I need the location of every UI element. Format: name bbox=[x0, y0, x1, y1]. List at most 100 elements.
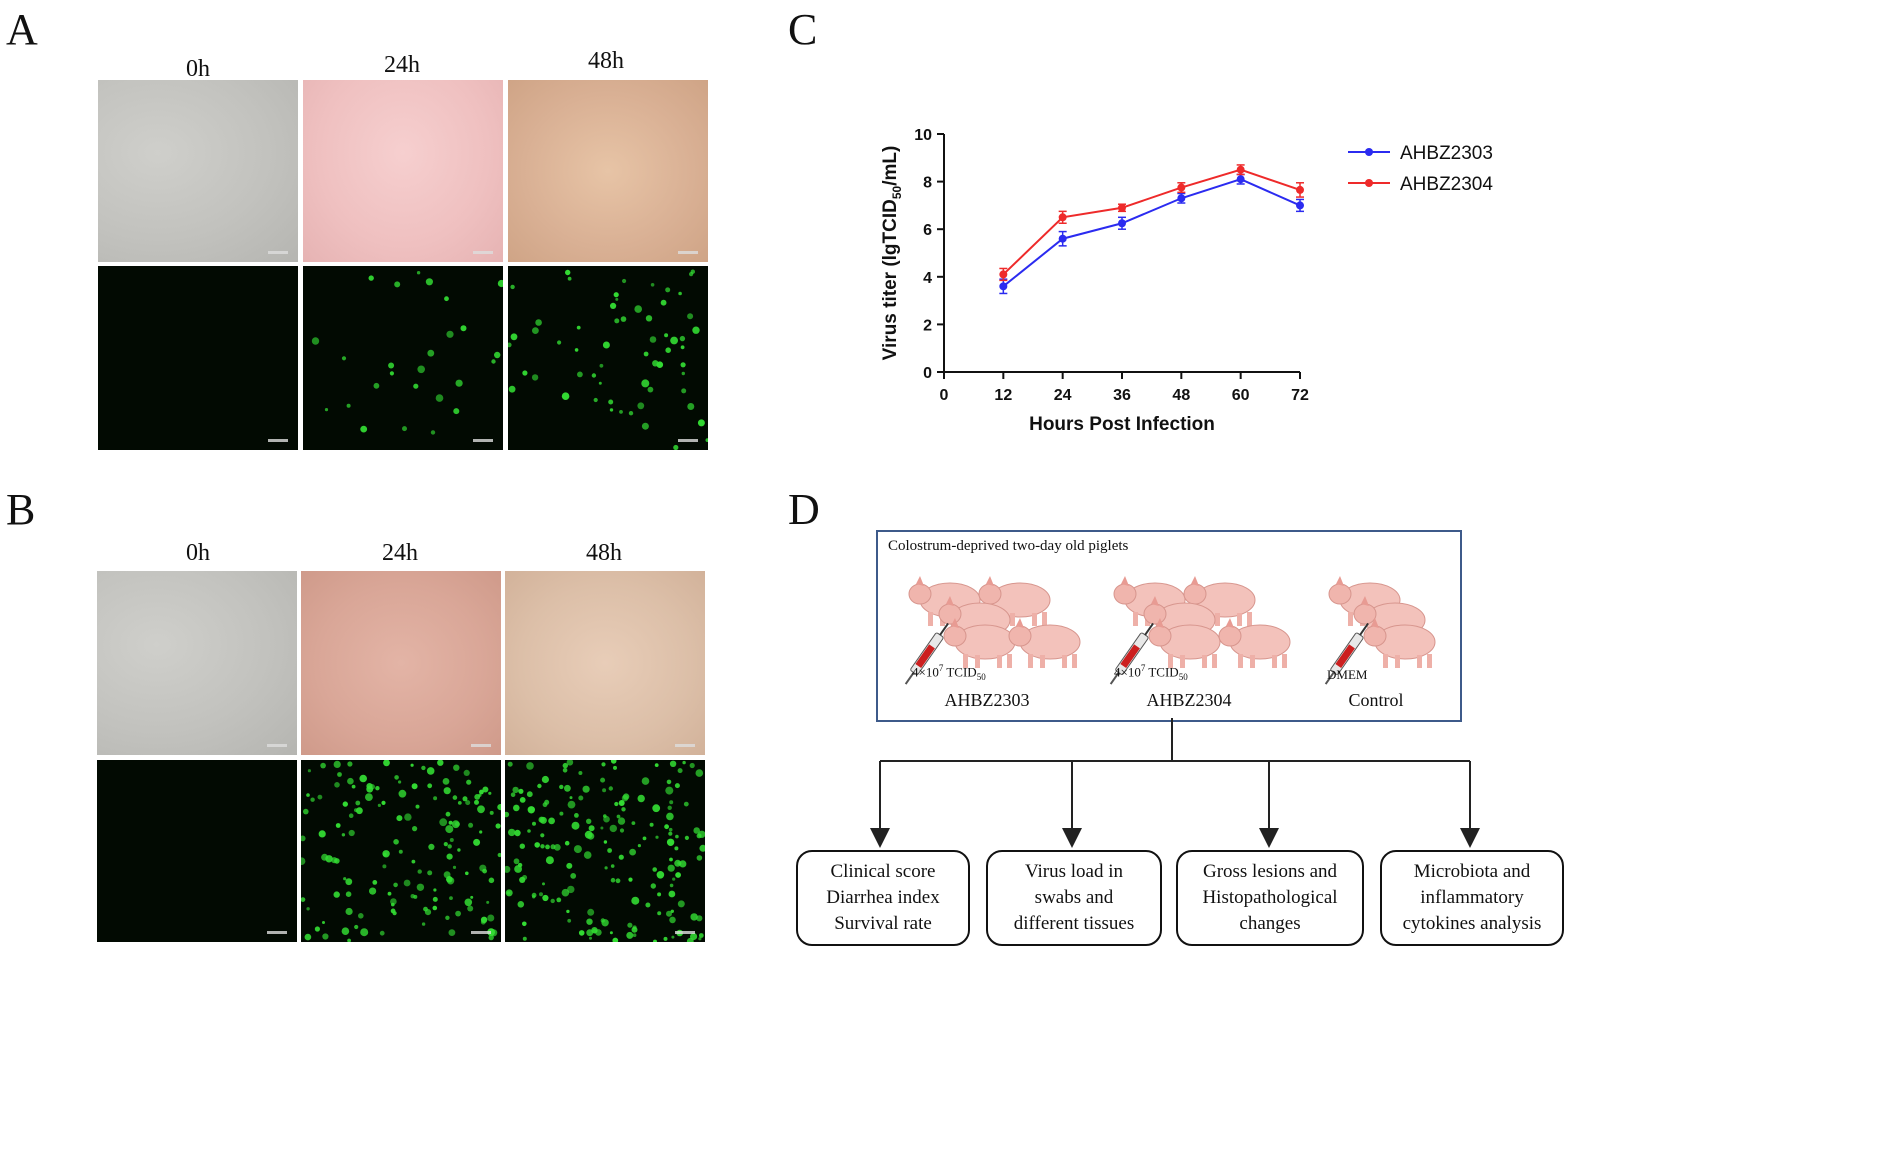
fluorescent-cell bbox=[335, 823, 341, 828]
data-point bbox=[1236, 175, 1245, 184]
fluorescent-cell bbox=[416, 271, 421, 275]
fluorescence-b-0h bbox=[97, 760, 297, 942]
fluorescent-cell bbox=[664, 824, 669, 830]
fluorescent-cell bbox=[667, 864, 675, 872]
x-axis-label: Hours Post Infection bbox=[1029, 414, 1215, 435]
fluorescent-cell bbox=[698, 937, 702, 941]
fluorescent-cell bbox=[358, 913, 364, 919]
fluorescent-cell bbox=[542, 894, 549, 902]
fluorescent-cell bbox=[507, 761, 513, 767]
fluorescent-cell bbox=[391, 902, 395, 907]
fluorescent-cell bbox=[697, 419, 705, 427]
fluorescent-cell bbox=[683, 801, 689, 807]
data-point bbox=[1058, 213, 1067, 222]
data-point bbox=[1296, 201, 1304, 210]
fluorescent-cell bbox=[628, 877, 633, 882]
fluorescent-cell bbox=[550, 898, 555, 904]
fluorescent-cell bbox=[337, 772, 342, 777]
fluorescent-cell bbox=[603, 840, 608, 844]
fluorescent-cell bbox=[595, 929, 602, 936]
fluorescent-cell bbox=[599, 363, 604, 368]
fluorescent-cell bbox=[613, 292, 619, 298]
legend-marker bbox=[1365, 179, 1373, 187]
fluorescent-cell bbox=[545, 856, 554, 865]
fluorescent-cell bbox=[473, 838, 481, 846]
fluorescent-cell bbox=[696, 855, 703, 861]
fluorescent-cell bbox=[513, 858, 520, 865]
fluorescent-cell bbox=[324, 408, 329, 412]
fluorescent-cell bbox=[519, 797, 526, 803]
fluorescent-cell bbox=[382, 864, 387, 869]
fluorescent-cell bbox=[311, 337, 320, 345]
fluorescent-cell bbox=[681, 388, 687, 394]
fluorescent-cell bbox=[553, 844, 561, 851]
fluorescent-cell bbox=[637, 402, 645, 410]
fluorescent-cell bbox=[653, 939, 657, 942]
fluorescent-cell bbox=[620, 316, 627, 322]
fluorescent-cell bbox=[629, 848, 636, 856]
fluorescent-cell bbox=[373, 382, 380, 389]
fluorescent-cell bbox=[445, 825, 454, 834]
fluorescent-cell bbox=[433, 888, 437, 892]
fluorescent-cell bbox=[375, 786, 380, 791]
data-point bbox=[1236, 165, 1245, 174]
x-tick-label: 36 bbox=[1113, 387, 1131, 404]
fluorescent-cell bbox=[437, 760, 444, 766]
fluorescent-cell bbox=[389, 371, 394, 376]
fluorescent-cell bbox=[583, 851, 592, 859]
y-tick-label: 2 bbox=[923, 317, 932, 334]
fluorescent-cell bbox=[446, 853, 453, 860]
fluorescent-cell bbox=[627, 922, 633, 928]
fluorescent-cell bbox=[608, 399, 614, 405]
fluorescent-cell bbox=[497, 852, 501, 858]
fluorescent-cell bbox=[565, 269, 571, 276]
fluorescent-cell bbox=[448, 820, 453, 825]
fluorescent-cell bbox=[698, 933, 704, 938]
fluorescent-cell bbox=[457, 848, 461, 852]
fluorescent-cell bbox=[355, 800, 361, 806]
fluorescent-cell bbox=[615, 878, 621, 884]
fluorescent-cell bbox=[567, 800, 576, 809]
fluorescent-cell bbox=[574, 813, 579, 818]
fluorescent-cell bbox=[377, 803, 381, 807]
fluorescent-cell bbox=[669, 883, 674, 888]
fluorescent-cell bbox=[634, 305, 642, 313]
fluorescent-cell bbox=[413, 383, 419, 389]
fluorescence-a-0h bbox=[98, 266, 298, 450]
fluorescent-cell bbox=[415, 804, 420, 809]
fluorescent-cell bbox=[512, 786, 519, 794]
fluorescent-cell bbox=[614, 318, 620, 324]
fluorescent-cell bbox=[410, 894, 415, 899]
fluorescent-cell bbox=[445, 915, 450, 920]
fluorescent-cell bbox=[398, 789, 407, 798]
fluorescent-cell bbox=[610, 760, 617, 764]
fluorescent-cell bbox=[540, 833, 545, 838]
fluorescent-cell bbox=[642, 836, 647, 841]
fluorescent-cell bbox=[613, 765, 617, 770]
fluorescent-cell bbox=[486, 900, 490, 904]
fluorescent-cell bbox=[675, 872, 681, 878]
fluorescent-cell bbox=[519, 843, 525, 849]
fluorescent-cell bbox=[369, 887, 377, 895]
fluorescent-cell bbox=[669, 800, 674, 805]
fluorescent-cell bbox=[650, 283, 655, 287]
panel-letter-d: D bbox=[788, 485, 820, 534]
fluorescent-cell bbox=[621, 807, 626, 812]
dose-label-ahbz2304: 4×107 TCID50 bbox=[1114, 663, 1188, 682]
fluorescent-cell bbox=[388, 362, 395, 369]
fluorescent-cell bbox=[657, 911, 662, 916]
legend-marker bbox=[1365, 148, 1373, 156]
fluorescent-cell bbox=[508, 828, 516, 837]
fluorescent-cell bbox=[487, 914, 495, 922]
fluorescent-cell bbox=[675, 834, 679, 839]
fluorescent-cell bbox=[341, 927, 350, 935]
fluorescent-cell bbox=[586, 918, 593, 925]
fluorescent-cell bbox=[667, 805, 672, 810]
fluorescent-cell bbox=[607, 848, 612, 853]
fluorescent-cell bbox=[393, 882, 398, 888]
fluorescent-cell bbox=[641, 777, 650, 785]
group-label-control: Control bbox=[1348, 690, 1404, 710]
fluorescent-cell bbox=[382, 850, 390, 858]
fluorescent-cell bbox=[433, 796, 438, 801]
piglet-illustrations bbox=[900, 575, 1436, 688]
